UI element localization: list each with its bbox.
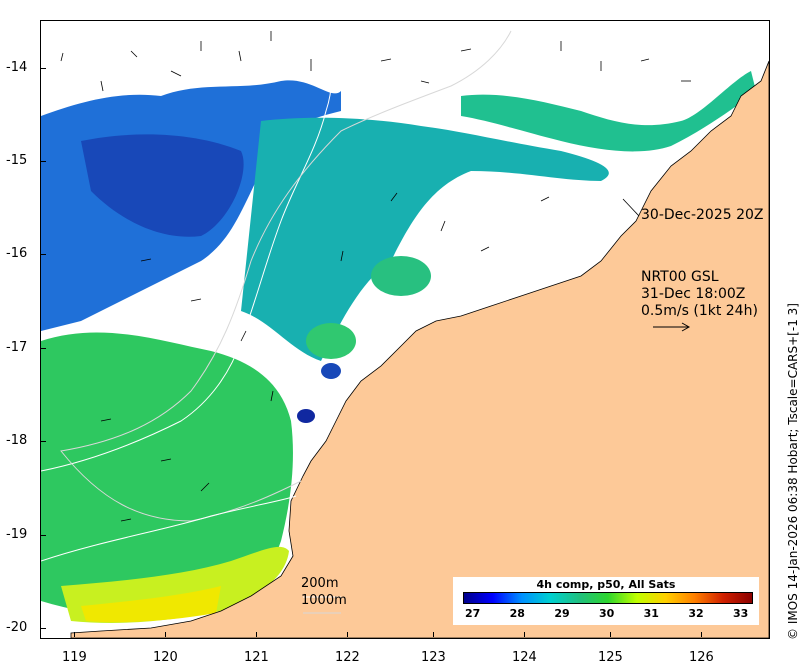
lon-tick-mark [524, 632, 525, 637]
colorbar-title: 4h comp, p50, All Sats [536, 578, 676, 591]
credit-text: © IMOS 14-Jan-2026 06:38 Hobart; Tscale=… [786, 303, 800, 640]
isobath-1000m [60, 30, 512, 522]
lon-tick-label: 123 [421, 650, 446, 665]
lon-tick-mark [610, 632, 611, 637]
lon-tick-mark [433, 632, 434, 637]
lon-tick-mark [74, 632, 75, 637]
lat-tick-label: -16 [6, 246, 28, 261]
colorbar-tick-label: 28 [509, 607, 525, 620]
sst-patch-cold2 [297, 409, 315, 423]
lat-tick-mark [41, 254, 46, 255]
lon-tick-label: 122 [335, 650, 360, 665]
colorbar-ramp [463, 592, 753, 604]
lat-tick-mark [41, 441, 46, 442]
lat-tick-mark [41, 628, 46, 629]
lat-tick-label: -14 [6, 60, 28, 75]
lon-tick-label: 126 [689, 650, 714, 665]
vector-scale-arrow [653, 322, 691, 332]
lat-tick-label: -15 [6, 153, 28, 168]
lat-tick-label: -17 [6, 340, 28, 355]
current-vectors [60, 31, 691, 522]
isobath-shelf-south [41, 495, 297, 562]
sst-patch-east [461, 71, 756, 152]
current-model-label: NRT00 GSL [641, 269, 719, 285]
vector-scale-label: 0.5m/s (1kt 24h) [641, 303, 758, 319]
lat-tick-mark [41, 348, 46, 349]
lat-tick-mark [41, 68, 46, 69]
isobath-200m [41, 30, 332, 472]
map-frame: 30-Dec-2025 20Z NRT00 GSL 31-Dec 18:00Z … [40, 20, 770, 639]
lon-tick-mark [256, 632, 257, 637]
lon-tick-label: 120 [153, 650, 178, 665]
sst-patch-cold1 [321, 363, 341, 379]
lon-tick-mark [701, 632, 702, 637]
sst-patch-central [241, 117, 609, 361]
land-area [70, 60, 769, 638]
image-time-pointer [622, 198, 640, 217]
current-time-label: 31-Dec 18:00Z [641, 286, 746, 302]
sst-patch-warmest [81, 586, 221, 623]
colorbar-tick-label: 27 [465, 607, 481, 620]
lon-tick-label: 119 [62, 650, 87, 665]
sst-patch-mid2 [306, 323, 356, 359]
lon-tick-mark [165, 632, 166, 637]
sst-patch-deepblue [81, 134, 244, 237]
lat-tick-mark [41, 535, 46, 536]
colorbar-tick-label: 31 [643, 607, 659, 620]
image-time-label: 30-Dec-2025 20Z [641, 207, 764, 223]
isobath-1000-label: 1000m [301, 593, 347, 608]
sst-map [41, 21, 769, 638]
colorbar-tick-label: 30 [599, 607, 615, 620]
lat-tick-label: -18 [6, 433, 28, 448]
lon-tick-label: 125 [598, 650, 623, 665]
isobath-200-label: 200m [301, 576, 339, 591]
colorbar-tick-label: 29 [554, 607, 570, 620]
sst-patch-mid1 [371, 256, 431, 296]
colorbar-tick-label: 33 [733, 607, 749, 620]
lat-tick-label: -19 [6, 527, 28, 542]
lon-tick-label: 121 [244, 650, 269, 665]
lat-tick-label: -20 [6, 620, 28, 635]
colorbar-tick-label: 32 [688, 607, 704, 620]
lat-tick-mark [41, 161, 46, 162]
colorbar: 4h comp, p50, All Sats 27 28 29 30 31 32 33 [453, 577, 759, 625]
lon-tick-mark [347, 632, 348, 637]
lon-tick-label: 124 [512, 650, 537, 665]
sst-patch-southwest [41, 332, 293, 617]
